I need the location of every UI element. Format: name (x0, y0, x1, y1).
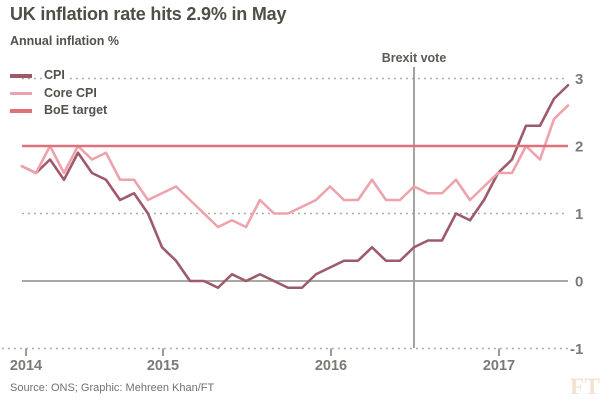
legend-item-cpi: CPI (10, 67, 109, 85)
chart-ylabel: Annual inflation % (10, 34, 120, 48)
y-tick-label: 0 (575, 274, 583, 291)
brexit-vote-annotation: Brexit vote (381, 51, 447, 65)
legend-item-core-cpi: Core CPI (10, 85, 109, 103)
source-credit: Source: ONS; Graphic: Mehreen Khan/FT (10, 382, 215, 394)
page-title: UK inflation rate hits 2.9% in May (10, 4, 287, 24)
legend-label-cpi: CPI (44, 68, 67, 83)
y-tick-label: -1 (570, 341, 583, 358)
x-tick-label-2015: 2015 (147, 358, 179, 374)
boe-target-swatch-icon (10, 109, 32, 113)
x-tick-label-2014: 2014 (10, 358, 42, 374)
legend-item-boe-target: BoE target (10, 102, 110, 120)
cpi-swatch-icon (10, 74, 32, 78)
y-tick-label: 2 (575, 139, 583, 156)
legend-label-boe-target: BoE target (44, 103, 110, 118)
legend: CPI Core CPI BoE target (10, 67, 110, 120)
x-tick-label-2016: 2016 (315, 358, 347, 374)
x-tick-label-2017: 2017 (483, 358, 515, 374)
series-core-cpi (20, 104, 570, 229)
y-tick-label: 3 (575, 71, 583, 88)
y-tick-label: 1 (575, 206, 583, 223)
legend-label-core-cpi: Core CPI (44, 85, 99, 100)
core-cpi-swatch-icon (10, 91, 32, 95)
ft-logo: FT (570, 374, 600, 399)
series-cpi (20, 83, 570, 290)
